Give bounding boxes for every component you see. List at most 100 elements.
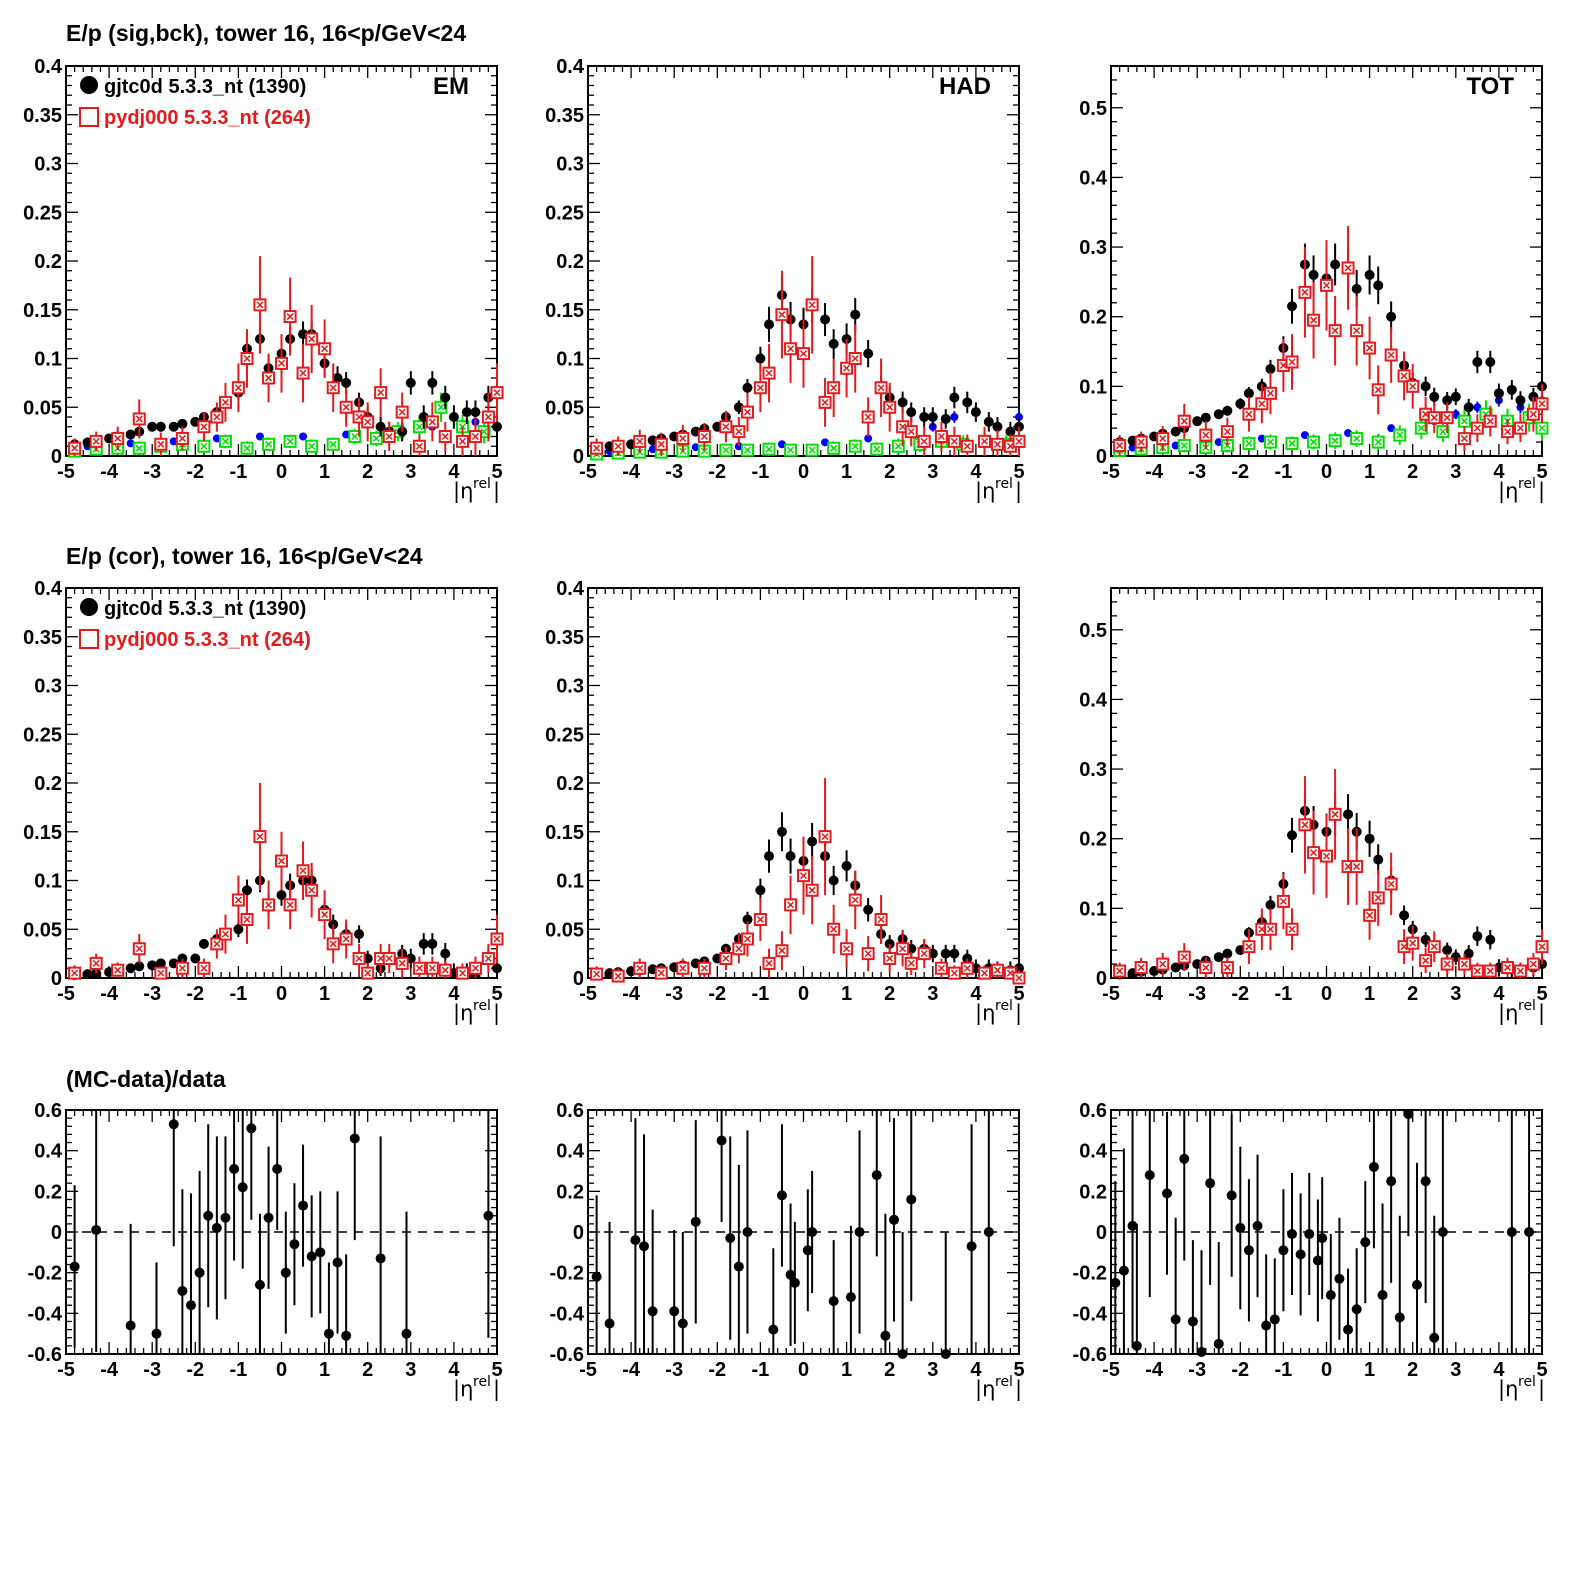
data-point-cross xyxy=(1015,437,1023,445)
y-tick-label: 0.15 xyxy=(23,822,62,844)
data-point-cross xyxy=(700,432,708,441)
x-tick-label: 2 xyxy=(884,1359,895,1381)
data-point-cross xyxy=(213,940,221,948)
y-tick-label: 0.35 xyxy=(23,627,62,649)
data-point-cross xyxy=(937,432,945,441)
data-point-cross xyxy=(351,432,359,441)
data-point-cross xyxy=(1387,880,1395,888)
data-point xyxy=(1387,424,1396,433)
data-point xyxy=(1399,910,1410,921)
data-point-cross xyxy=(1288,439,1296,447)
data-point xyxy=(1373,854,1384,865)
x-tick-label: -5 xyxy=(57,983,75,1005)
data-point-cross xyxy=(329,384,337,392)
data-point xyxy=(992,421,1003,432)
data-point-cross xyxy=(286,313,294,321)
y-tick-label: 0 xyxy=(573,968,584,990)
x-tick-label: 0 xyxy=(798,1359,809,1381)
data-point xyxy=(1222,405,1233,416)
data-point-cross xyxy=(286,437,294,445)
data-point-cross xyxy=(1443,960,1451,968)
data-point-cross xyxy=(1538,424,1546,432)
x-tick-label: 2 xyxy=(362,461,373,483)
x-axis-label-sup: rel xyxy=(1518,998,1536,1014)
data-point-cross xyxy=(178,434,186,442)
y-tick-label: 0 xyxy=(573,1222,584,1244)
data-point xyxy=(1330,259,1341,270)
data-point xyxy=(306,1251,317,1262)
data-point-cross xyxy=(1486,417,1494,425)
y-tick-label: 0.3 xyxy=(34,154,62,176)
x-axis-label-sup: rel xyxy=(995,476,1013,492)
x-tick-label: -4 xyxy=(622,461,641,483)
data-point-cross xyxy=(756,915,764,924)
x-tick-label: 3 xyxy=(1450,1359,1461,1381)
y-tick-label: -0.2 xyxy=(550,1263,584,1285)
x-axis-label-close: | xyxy=(493,1377,500,1402)
x-tick-label: 1 xyxy=(319,983,330,1005)
data-point xyxy=(332,373,343,383)
data-point-cross xyxy=(1137,438,1145,446)
data-point-cross xyxy=(700,964,708,972)
data-point-cross xyxy=(765,445,773,453)
y-tick-label: 0.6 xyxy=(556,1100,584,1122)
data-point xyxy=(777,440,786,449)
data-point-cross xyxy=(265,374,273,382)
data-point-cross xyxy=(907,959,915,967)
y-tick-label: 0.15 xyxy=(545,300,584,322)
data-point xyxy=(1005,426,1016,437)
data-point-cross xyxy=(484,954,492,963)
data-point xyxy=(185,1300,196,1311)
data-point xyxy=(354,929,365,940)
y-tick-label: 0.4 xyxy=(1079,1141,1108,1163)
data-point-cross xyxy=(1529,960,1537,968)
data-point xyxy=(906,407,917,418)
data-point-cross xyxy=(1439,428,1447,436)
x-axis-label-sup: rel xyxy=(995,1374,1013,1390)
data-point xyxy=(863,348,874,359)
data-point-cross xyxy=(221,930,230,938)
data-point-cross xyxy=(234,384,242,392)
x-tick-label: -4 xyxy=(100,983,119,1005)
data-point-cross xyxy=(1366,344,1374,352)
data-point-cross xyxy=(471,432,479,441)
data-point-cross xyxy=(92,959,100,967)
data-point-cross xyxy=(830,444,838,452)
data-point xyxy=(1187,1316,1198,1327)
data-point xyxy=(1170,962,1181,973)
data-point xyxy=(332,1257,343,1268)
x-tick-label: 3 xyxy=(1450,983,1461,1005)
data-point-cross xyxy=(1409,382,1417,390)
data-point-cross xyxy=(1116,442,1124,450)
y-tick-label: 0.5 xyxy=(1079,620,1107,642)
y-tick-label: 0.25 xyxy=(23,202,62,224)
x-tick-label: -1 xyxy=(230,461,248,483)
data-point-cross xyxy=(243,444,251,452)
data-point xyxy=(1200,412,1211,423)
data-point xyxy=(492,963,502,974)
x-axis-label: |η xyxy=(975,1377,995,1402)
data-point xyxy=(1343,1324,1354,1335)
y-tick-label: -0.4 xyxy=(550,1303,585,1325)
data-point xyxy=(237,1182,248,1193)
legend-label-data: gjtc0d 5.3.3_nt (1390) xyxy=(104,76,306,98)
x-tick-label: 2 xyxy=(362,1359,373,1381)
y-tick-label: 0.3 xyxy=(34,676,62,698)
data-point-cross xyxy=(873,445,881,453)
data-point xyxy=(440,392,451,403)
x-tick-label: 5 xyxy=(1013,1359,1024,1381)
data-point xyxy=(323,1328,334,1339)
data-point-cross xyxy=(1116,967,1124,975)
data-point-cross xyxy=(256,833,264,841)
y-tick-label: 0 xyxy=(1096,1222,1107,1244)
y-tick-label: 0.4 xyxy=(1079,689,1108,711)
data-point-cross xyxy=(1374,386,1382,394)
data-point-cross xyxy=(1344,264,1352,272)
x-tick-label: 5 xyxy=(491,983,502,1005)
data-point-cross xyxy=(799,350,808,358)
data-point-cross xyxy=(458,969,467,977)
data-point-cross xyxy=(593,970,601,978)
y-tick-label: 0.2 xyxy=(556,1181,584,1203)
data-point xyxy=(725,1233,736,1244)
data-point-cross xyxy=(963,964,971,972)
